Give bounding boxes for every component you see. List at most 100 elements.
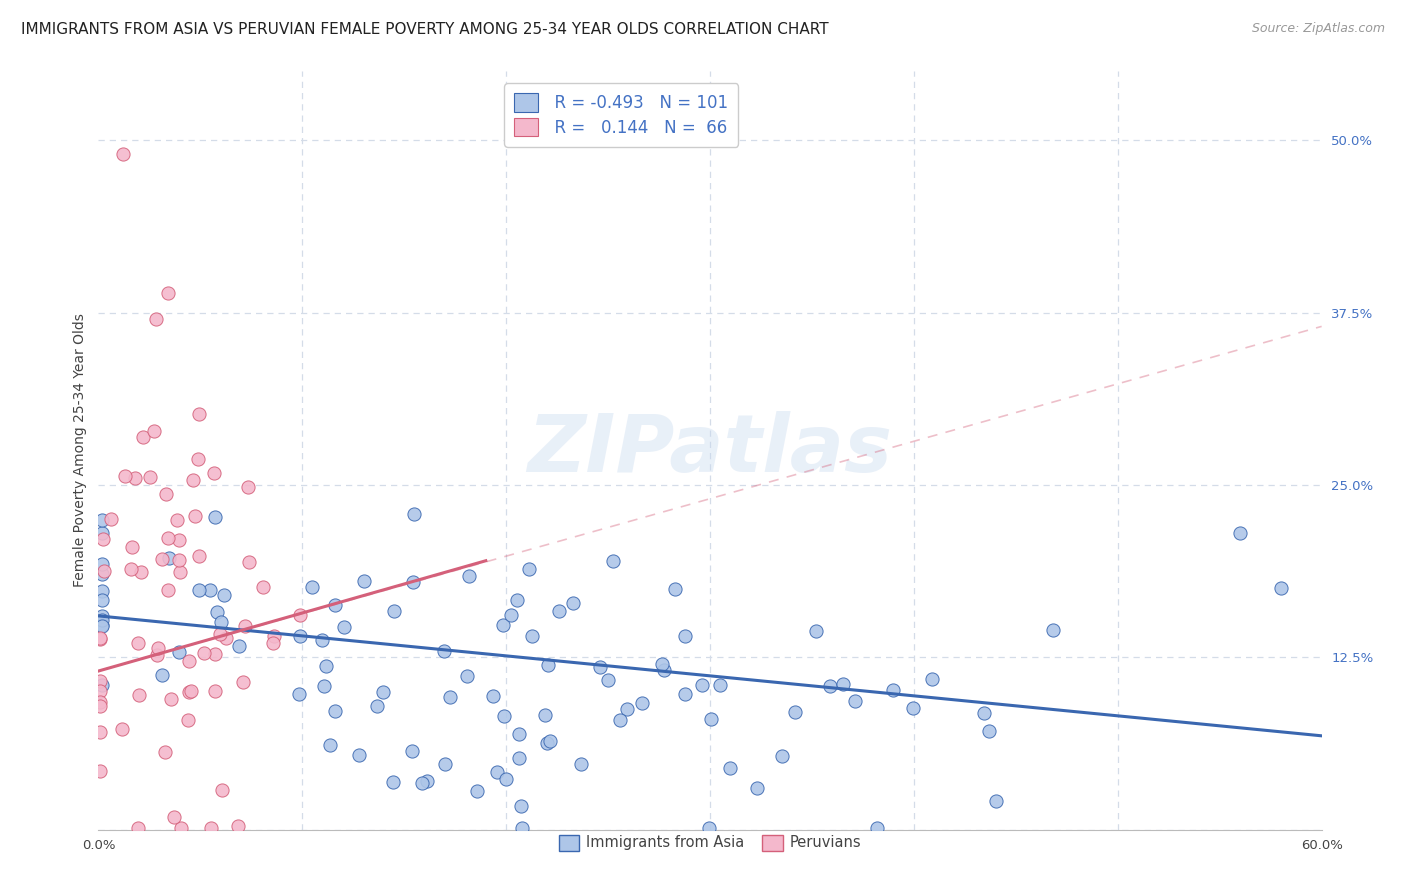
Point <box>353 574 375 588</box>
Point <box>233 619 256 633</box>
Point <box>402 507 425 521</box>
Point <box>486 765 509 780</box>
Point <box>143 424 166 438</box>
Point <box>865 821 887 835</box>
Point <box>494 709 516 723</box>
Point <box>188 408 211 422</box>
Point <box>163 809 186 823</box>
Point <box>538 733 561 747</box>
Point <box>238 555 260 569</box>
Point <box>520 629 543 643</box>
Point <box>301 580 323 594</box>
Point <box>193 646 215 660</box>
Point <box>315 658 337 673</box>
Point <box>204 648 226 662</box>
Point <box>325 598 347 612</box>
Point <box>150 552 173 566</box>
Point <box>89 764 111 778</box>
Point <box>818 679 841 693</box>
Point <box>609 713 631 727</box>
Point <box>366 699 388 714</box>
Point <box>323 704 346 718</box>
Point <box>785 706 807 720</box>
Point <box>238 480 260 494</box>
Point <box>482 689 505 703</box>
Point <box>673 629 696 643</box>
Point <box>973 706 995 720</box>
Point <box>434 756 457 771</box>
Point <box>415 773 437 788</box>
Point <box>536 736 558 750</box>
Point <box>439 690 461 704</box>
Point <box>382 604 405 618</box>
Point <box>91 617 114 632</box>
Point <box>371 685 394 699</box>
Point <box>91 619 114 633</box>
Point <box>569 756 592 771</box>
Point <box>1270 582 1292 596</box>
Point <box>91 567 114 582</box>
Point <box>150 668 173 682</box>
Point <box>89 698 111 713</box>
Point <box>314 679 336 693</box>
Point <box>146 648 169 662</box>
Point <box>91 593 114 607</box>
Point <box>156 583 179 598</box>
Point <box>465 783 488 797</box>
Point <box>508 727 530 741</box>
Point <box>675 687 697 701</box>
Point <box>690 677 713 691</box>
Point <box>91 678 114 692</box>
Point <box>198 582 221 597</box>
Point <box>718 761 741 775</box>
Point <box>311 632 333 647</box>
Point <box>589 660 612 674</box>
Point <box>91 583 114 598</box>
Point <box>209 615 232 629</box>
Text: Source: ZipAtlas.com: Source: ZipAtlas.com <box>1251 22 1385 36</box>
Point <box>145 312 167 326</box>
Point <box>100 512 122 526</box>
Point <box>127 821 149 835</box>
Point <box>232 675 254 690</box>
Point <box>169 565 191 579</box>
Point <box>382 775 405 789</box>
Point <box>287 687 309 701</box>
Point <box>290 607 312 622</box>
Point <box>616 701 638 715</box>
Point <box>180 684 202 698</box>
Point <box>89 631 111 645</box>
Point <box>132 430 155 444</box>
Point <box>411 775 433 789</box>
Point <box>202 466 225 480</box>
Point <box>508 750 530 764</box>
Point <box>495 772 517 787</box>
Point <box>91 609 114 624</box>
Point <box>188 549 211 563</box>
Point <box>167 645 190 659</box>
Point <box>211 782 233 797</box>
Point <box>228 640 250 654</box>
Point <box>179 685 201 699</box>
Point <box>91 557 114 571</box>
Point <box>91 533 114 547</box>
Point <box>547 604 569 618</box>
Point <box>155 487 177 501</box>
Point <box>333 620 356 634</box>
Point <box>804 624 827 638</box>
Point <box>699 821 721 835</box>
Point <box>146 641 169 656</box>
Point <box>562 596 585 610</box>
Point <box>596 673 619 688</box>
Point <box>89 725 111 739</box>
Point <box>226 819 249 833</box>
Point <box>120 562 142 576</box>
Point <box>700 713 723 727</box>
Point <box>169 821 191 835</box>
Point <box>770 749 793 764</box>
Point <box>519 562 541 576</box>
Point <box>157 285 180 300</box>
Point <box>499 608 522 623</box>
Point <box>747 780 769 795</box>
Point <box>263 629 285 643</box>
